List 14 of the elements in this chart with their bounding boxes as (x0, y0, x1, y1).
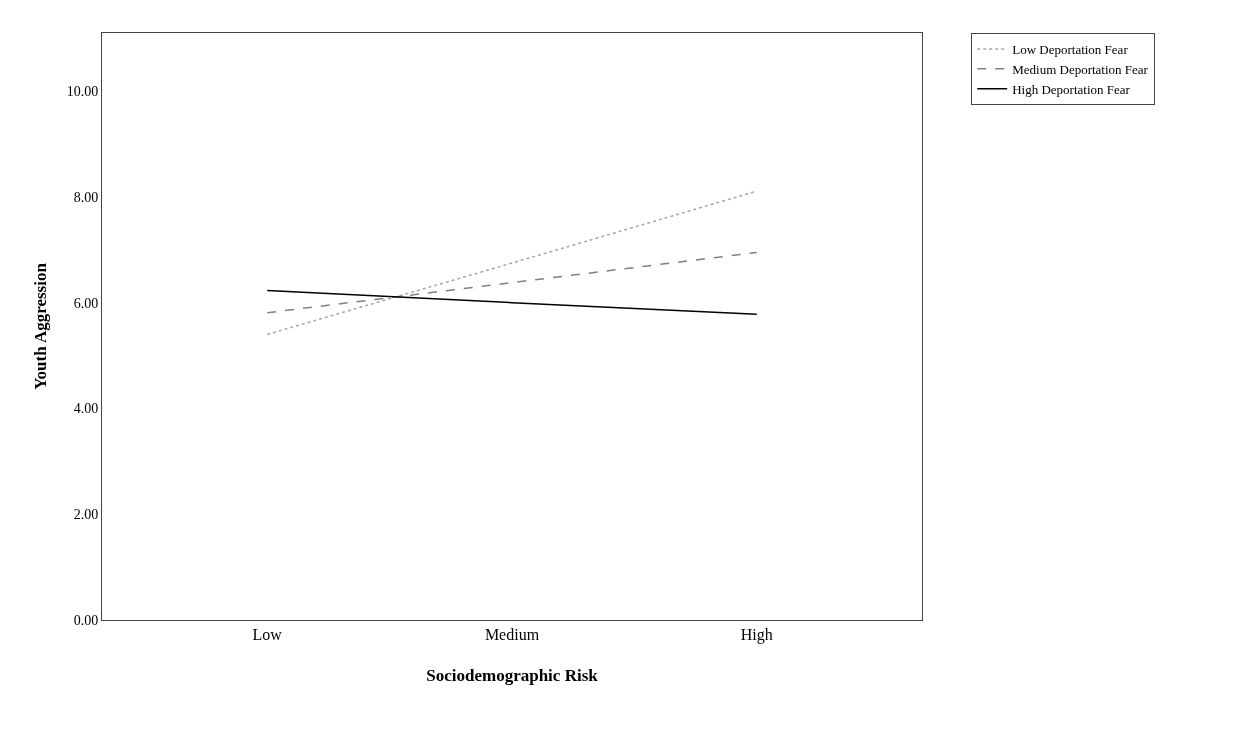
y-tick-label: 4.00 (73, 401, 99, 417)
y-tick-label: 8.00 (73, 189, 99, 205)
y-tick-label: 10.00 (66, 84, 99, 100)
x-tick-label: Low (252, 626, 283, 644)
x-tick-label: Medium (484, 626, 540, 644)
y-tick-label: 6.00 (73, 295, 99, 311)
legend-label: Medium Deportation Fear (1012, 61, 1149, 77)
x-axis-title: Sociodemographic Risk (426, 665, 599, 685)
y-axis-title: Youth Aggression (31, 262, 51, 390)
legend-label: Low Deportation Fear (1012, 42, 1129, 58)
y-tick-label: 2.00 (73, 507, 99, 523)
y-tick-label: 0.00 (73, 612, 99, 628)
x-tick-label: High (740, 626, 773, 645)
legend-label: High Deportation Fear (1012, 81, 1131, 97)
